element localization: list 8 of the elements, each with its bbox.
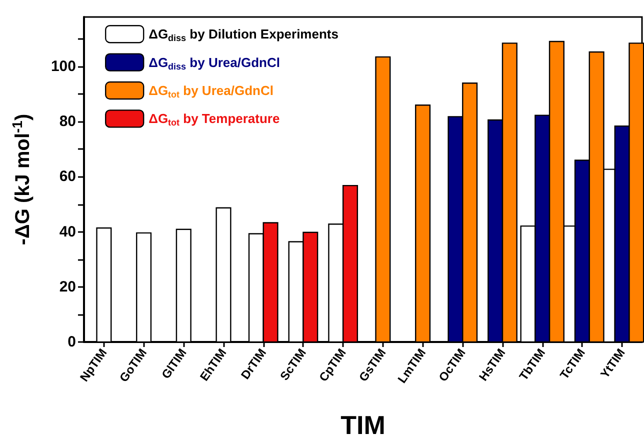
y-tick-label: 20: [59, 278, 76, 296]
y-tick-label: 60: [59, 168, 76, 186]
y-tick-label: 100: [50, 58, 76, 76]
y-tick-label: 80: [59, 113, 76, 130]
x-axis-title: TIM: [340, 410, 386, 440]
y-tick-label: 40: [59, 223, 76, 240]
y-axis-title: -ΔG (kJ mol-1): [9, 114, 34, 246]
y-tick-label: 0: [68, 334, 76, 350]
